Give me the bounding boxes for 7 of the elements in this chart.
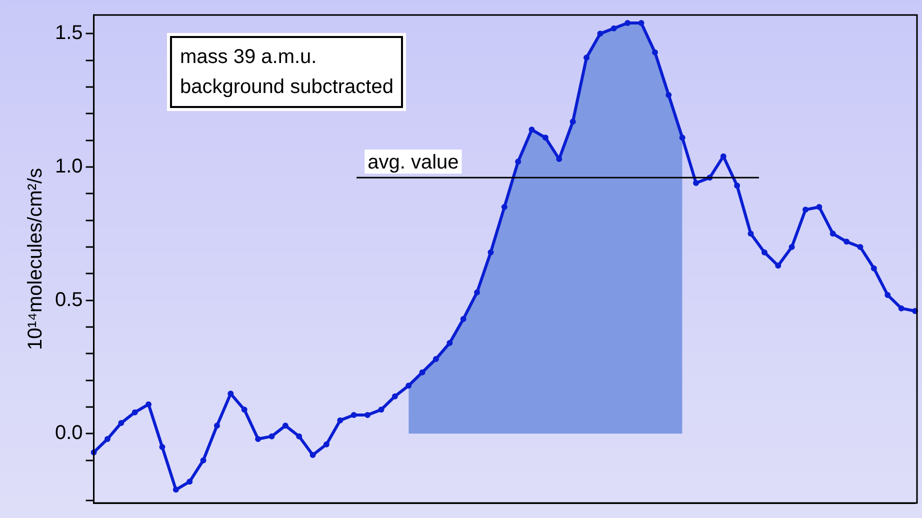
- y-tick-label: 1.0: [54, 156, 83, 178]
- y-tick-label: 0.5: [54, 288, 83, 311]
- ref-line-label: avg. value: [368, 152, 459, 174]
- y-tick-label: 1.5: [54, 22, 83, 44]
- y-tick-label: 0.0: [54, 422, 83, 444]
- annotation: mass 39 a.m.u. background subctracted: [170, 36, 404, 108]
- y-axis-title: 10¹⁴molecules/cm²/s: [24, 168, 47, 350]
